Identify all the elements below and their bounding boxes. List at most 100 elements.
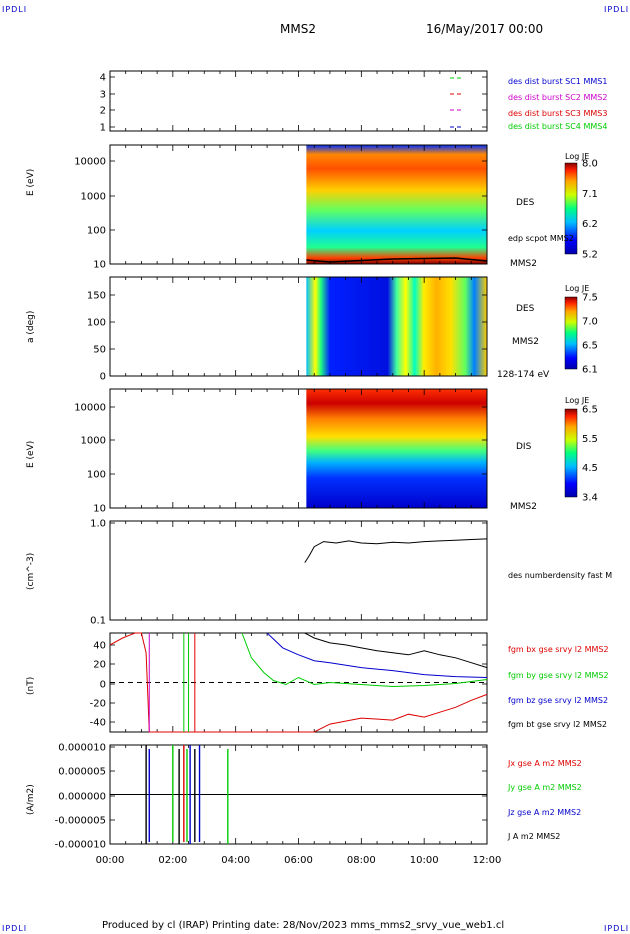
ytick-label-burst: 2 [100,106,106,117]
ytick-label-cur: 0.000005 [58,767,106,778]
cbar2-title: Log JE [565,284,590,293]
ytick-label-burst: 3 [100,90,106,101]
ytick-label-dens: 1.0 [90,519,106,530]
logo-bottom-right: IPDLI [604,924,630,933]
legend-burst-4: des dist burst SC4 MMS4 [508,122,607,131]
xtick-label: 06:00 [284,855,313,866]
xtick-label: 00:00 [96,855,125,866]
cbar3-title: Log JE [565,396,590,405]
ytick-label-des: 100 [87,226,106,237]
ytick-label-des: 10000 [74,157,106,168]
colorbar-1 [564,162,578,255]
des-instrument-label: MMS2 [510,259,537,269]
density-line [304,538,488,563]
ytick-label-pa: 0 [100,372,106,383]
colorbar-tick-label: 5.2 [582,250,598,261]
ytick-label-cur: 0.000000 [58,792,106,803]
logo-top-left: IPDLI [2,5,28,14]
ylabel-magnetic-field: (nT) [26,676,36,695]
colorbar-tick-label: 7.1 [582,189,598,200]
xtick-label: 02:00 [158,855,187,866]
colorbar-tick-label: 6.5 [582,405,598,416]
ytick-label-burst: 1 [100,123,106,134]
bfield-line-1 [109,632,488,733]
bfield-line-2 [241,632,488,688]
ytick-label-des: 1000 [81,192,106,203]
legend-current-4: J A m2 MMS2 [507,832,560,841]
logo-bottom-left: IPDLI [2,924,28,933]
legend-density: des numberdensity fast M [508,571,612,580]
des-label: DES [516,198,535,208]
dis-label: DIS [516,442,532,452]
colorbar-tick-label: 4.5 [582,463,598,474]
des-scpot-line [306,257,488,263]
colorbar-tick-label: 7.0 [582,317,598,328]
legend-burst-1: des dist burst SC1 MMS1 [508,77,607,86]
dis-instrument-label: MMS2 [510,502,537,512]
legend-current-1: Jx gse A m2 MMS2 [507,759,582,768]
colorbar-tick-label: 5.5 [582,434,598,445]
ytick-label-bfield: -40 [90,718,106,729]
ytick-label-bfield: -20 [90,699,106,710]
dis-spectrogram-fill [306,389,487,508]
bfield-line-3 [266,632,488,678]
ytick-label-dis: 10000 [74,403,106,414]
ytick-label-des: 10 [93,260,106,271]
legend-current-2: Jy gse A m2 MMS2 [507,783,582,792]
figure-datetime: 16/May/2017 00:00 [426,22,544,36]
ytick-label-dis: 10 [93,504,106,515]
panel-frame-burst [109,70,488,132]
figure-footer: Produced by cl (IRAP) Printing date: 28/… [102,920,505,931]
ytick-label-pa: 100 [87,318,106,329]
legend-bfield-4: fgm bt gse srvy l2 MMS2 [508,720,607,729]
ytick-label-cur: -0.000005 [55,816,106,827]
des-overlay-label: edp scpot MMS2 [508,234,574,243]
ytick-label-pa: 50 [93,345,106,356]
ytick-label-dis: 1000 [81,436,106,447]
ytick-label-cur: 0.000010 [58,743,106,754]
legend-bfield-2: fgm by gse srvy l2 MMS2 [508,671,609,680]
colorbar-tick-label: 7.5 [582,293,598,304]
pa-energy-range: 128-174 eV [497,370,550,380]
legend-bfield-3: fgm bz gse srvy l2 MMS2 [508,696,608,705]
ylabel-pitch-angle: a (deg) [26,310,36,343]
colorbar-2 [564,296,578,370]
colorbar-tick-label: 6.2 [582,219,598,230]
logo-top-right: IPDLI [604,5,630,14]
figure-title: MMS2 [280,22,316,36]
xtick-label: 12:00 [473,855,502,866]
ytick-label-pa: 150 [87,291,106,302]
legend-bfield-1: fgm bx gse srvy l2 MMS2 [508,645,609,654]
colorbar-tick-label: 6.5 [582,341,598,352]
pa-instrument-label: MMS2 [512,337,539,347]
legend-current-3: Jz gse A m2 MMS2 [507,808,581,817]
ytick-label-dens: 0.1 [90,616,106,627]
colorbar-3 [564,408,578,498]
cbar1-title: Log JE [565,152,590,161]
xtick-label: 04:00 [221,855,250,866]
ylabel-des-energy: E (eV) [26,168,36,196]
panel-frame-dens [109,520,488,621]
des-spectrogram-fill [306,145,487,264]
colorbar-tick-label: 3.4 [582,493,598,504]
ylabel-dis-energy: E (eV) [26,440,36,468]
ylabel-density: (cm^-3) [26,552,36,590]
colorbar-tick-label: 6.1 [582,365,598,376]
ytick-label-bfield: 0 [100,680,106,691]
ytick-label-bfield: 40 [93,641,106,652]
ytick-label-bfield: 20 [93,660,106,671]
ytick-label-cur: -0.000010 [55,840,106,851]
pa-des-label: DES [516,304,535,314]
xtick-label: 08:00 [347,855,376,866]
legend-burst-3: des dist burst SC3 MMS3 [508,109,607,118]
ylabel-current-density: (A/m2) [26,784,36,815]
ytick-label-dis: 100 [87,470,106,481]
pa-spectrogram-fill [306,277,487,376]
colorbar-tick-label: 8.0 [582,159,598,170]
ytick-label-burst: 4 [100,73,106,84]
bfield-line-4 [304,632,488,669]
legend-burst-2: des dist burst SC2 MMS2 [508,93,607,102]
xtick-label: 10:00 [410,855,439,866]
